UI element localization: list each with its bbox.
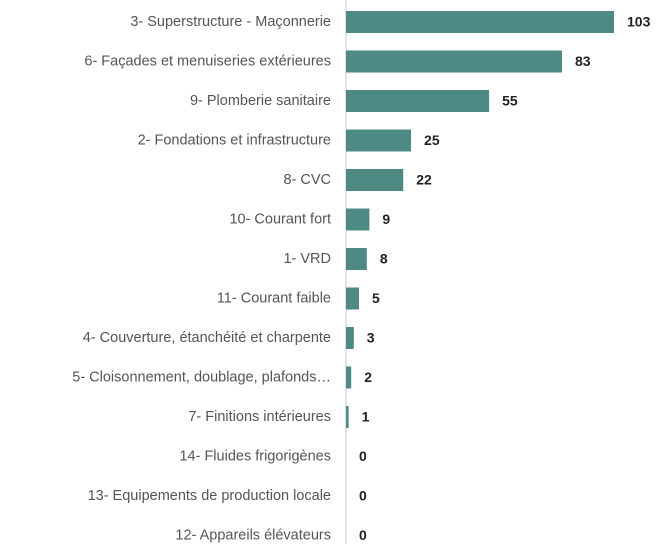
value-label: 1 <box>362 409 370 425</box>
category-label: 13- Equipements de production locale <box>88 488 331 504</box>
value-label: 0 <box>359 527 367 543</box>
bar <box>346 129 412 152</box>
category-label: 1- VRD <box>283 251 331 267</box>
bar <box>346 287 360 310</box>
bar <box>346 169 404 191</box>
bar <box>346 90 490 112</box>
category-label: 4- Couverture, étanchéité et charpente <box>83 330 331 346</box>
category-label: 3- Superstructure - Maçonnerie <box>130 14 331 30</box>
value-label: 2 <box>364 369 372 385</box>
bar <box>346 248 367 270</box>
category-label: 10- Courant fort <box>229 211 331 227</box>
value-label: 25 <box>424 132 440 148</box>
value-label: 55 <box>502 93 518 109</box>
value-label: 0 <box>359 448 367 464</box>
category-label: 5- Cloisonnement, doublage, plafonds… <box>72 369 331 385</box>
bar <box>346 406 349 428</box>
category-label: 12- Appareils élévateurs <box>175 527 331 543</box>
category-label: 14- Fluides frigorigènes <box>179 448 331 464</box>
value-label: 22 <box>416 172 432 188</box>
value-label: 5 <box>372 290 380 306</box>
bar <box>346 208 370 231</box>
value-label: 9 <box>382 211 390 227</box>
value-label: 0 <box>359 488 367 504</box>
category-label: 6- Façades et menuiseries extérieures <box>84 53 331 69</box>
value-label: 103 <box>627 14 651 30</box>
value-label: 8 <box>380 251 388 267</box>
category-label: 8- CVC <box>283 172 331 188</box>
category-label: 11- Courant faible <box>217 290 331 306</box>
bar <box>346 50 562 73</box>
category-label: 9- Plomberie sanitaire <box>190 93 331 109</box>
bar <box>346 11 614 33</box>
bar <box>346 366 352 389</box>
value-label: 3 <box>367 330 375 346</box>
bar <box>346 327 354 349</box>
value-label: 83 <box>575 53 591 69</box>
category-label: 2- Fondations et infrastructure <box>138 132 331 148</box>
category-label: 7- Finitions intérieures <box>188 409 331 425</box>
